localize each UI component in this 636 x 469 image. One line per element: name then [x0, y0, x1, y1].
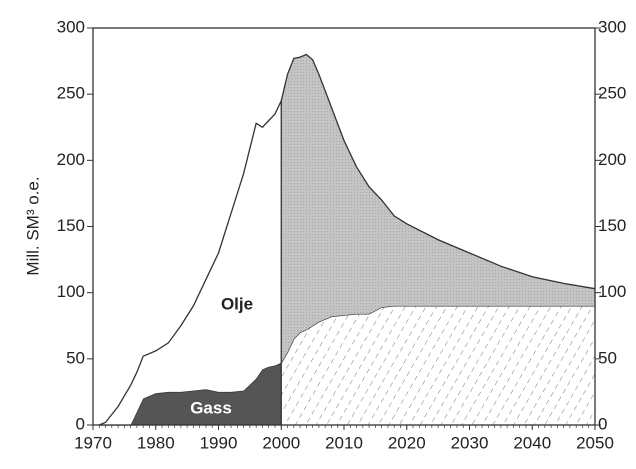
y2-tick-label: 50: [598, 348, 617, 367]
y2-tick-label: 100: [598, 282, 626, 301]
x-tick-label: 2010: [325, 433, 363, 452]
x-tick-label: 2020: [388, 433, 426, 452]
x-tick-label: 2040: [513, 433, 551, 452]
y2-tick-label: 200: [598, 150, 626, 169]
area-outline: [99, 53, 596, 426]
series-label: Gass: [190, 398, 232, 417]
y-tick-label: 0: [76, 414, 85, 433]
y-tick-label: 50: [66, 348, 85, 367]
y2-tick-label: 0: [598, 414, 607, 433]
y-tick-label: 150: [57, 216, 85, 235]
y2-tick-label: 250: [598, 84, 626, 103]
area-history: [99, 362, 282, 425]
area-forecast: [281, 54, 595, 363]
x-tick-label: 1980: [137, 433, 175, 452]
x-tick-label: 2050: [576, 433, 614, 452]
x-tick-label: 2030: [451, 433, 489, 452]
y-tick-label: 100: [57, 282, 85, 301]
y2-tick-label: 150: [598, 216, 626, 235]
area-history: [99, 100, 282, 425]
series-label: Olje: [221, 294, 253, 313]
x-tick-label: 1970: [74, 433, 112, 452]
y-tick-label: 250: [57, 84, 85, 103]
y-axis-label: Mill. SM³ o.e.: [23, 176, 42, 275]
x-tick-label: 1990: [200, 433, 238, 452]
area-forecast: [281, 305, 595, 425]
x-tick-label: 2000: [262, 433, 300, 452]
y2-tick-label: 300: [598, 17, 626, 36]
y-tick-label: 300: [57, 17, 85, 36]
y-tick-label: 200: [57, 150, 85, 169]
